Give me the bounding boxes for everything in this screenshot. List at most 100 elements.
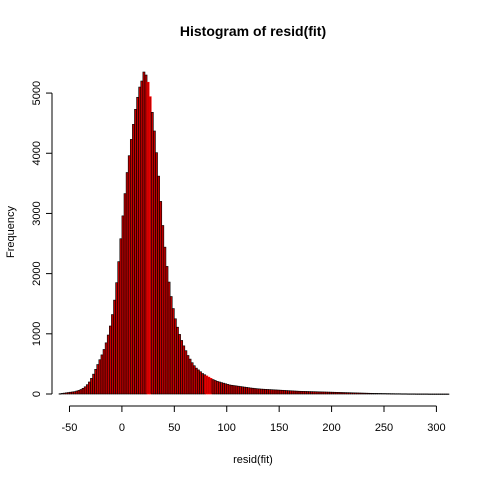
histogram-bar: [85, 384, 89, 395]
histogram-bar: [364, 392, 368, 395]
y-tick-label: 4000: [31, 141, 43, 165]
histogram-bar: [402, 393, 406, 395]
histogram-bar: [318, 391, 322, 395]
histogram-bar: [304, 391, 307, 395]
histogram-bar: [236, 385, 240, 395]
histogram-bar: [373, 393, 376, 395]
histogram-bar: [222, 382, 225, 395]
histogram-bar: [293, 390, 297, 395]
histogram-bar: [184, 350, 188, 395]
histogram-bar: [442, 393, 446, 395]
histogram-bar: [117, 261, 121, 395]
histogram-bar: [161, 225, 165, 395]
histogram-bar: [245, 387, 249, 395]
histogram-bar: [94, 369, 98, 395]
histogram-bar: [431, 393, 435, 395]
histogram-bar: [341, 392, 345, 395]
histogram-bar: [132, 124, 135, 395]
histogram-bar: [167, 281, 171, 395]
histogram-bar: [134, 109, 137, 395]
histogram-bar: [60, 393, 64, 395]
histogram-bar: [423, 393, 427, 395]
histogram-bar: [88, 381, 91, 395]
histogram-bar: [322, 391, 326, 395]
histogram-bar: [335, 392, 339, 395]
x-axis-label: resid(fit): [233, 454, 273, 466]
x-tick-label: 200: [322, 422, 340, 434]
histogram-bar: [255, 388, 259, 395]
histogram-bar: [312, 391, 316, 395]
histogram-bar: [421, 393, 425, 395]
histogram-bar: [348, 392, 351, 395]
x-tick-label: 250: [375, 422, 393, 434]
histogram-bar: [415, 393, 418, 395]
histogram-bar: [138, 86, 142, 395]
histogram-bar: [171, 308, 175, 395]
histogram-bar: [385, 393, 389, 395]
histogram-bar: [337, 392, 341, 395]
histogram-bar: [289, 390, 293, 395]
histogram-bar: [253, 388, 257, 395]
histogram-bar: [159, 201, 163, 395]
histogram-bar: [410, 393, 414, 395]
histogram-bar: [71, 391, 74, 395]
histogram-bar: [203, 374, 207, 395]
histogram-bar: [251, 387, 255, 395]
histogram-bar: [329, 391, 332, 395]
histogram-bar: [366, 392, 370, 395]
histogram-bar: [272, 389, 276, 395]
histogram-bar: [150, 112, 154, 395]
histogram-bar: [352, 392, 355, 395]
histogram-bar: [129, 139, 133, 395]
histogram-bar: [127, 155, 131, 395]
histogram-bar: [199, 371, 202, 395]
histogram-bar: [69, 391, 72, 395]
histogram-bar: [182, 345, 186, 395]
histogram-bar: [268, 389, 272, 395]
histogram-bar: [96, 364, 100, 395]
histogram-bar: [102, 349, 106, 395]
histogram-bar: [79, 389, 83, 395]
histogram-bar: [276, 389, 280, 395]
histogram-bar: [404, 393, 408, 395]
histogram-bar: [163, 246, 167, 395]
histogram-bar: [201, 373, 204, 395]
histogram-bar: [287, 390, 290, 395]
histogram-bar: [140, 80, 144, 395]
x-tick-label: -50: [62, 422, 78, 434]
histogram-bar: [285, 390, 288, 395]
histogram-bar: [291, 390, 295, 395]
histogram-bar: [283, 390, 286, 395]
histogram-bar: [169, 296, 173, 395]
chart-title: Histogram of resid(fit): [180, 23, 326, 39]
histogram-bar: [356, 392, 360, 395]
histogram-bar: [444, 393, 448, 395]
histogram-bar: [119, 238, 123, 395]
histogram-bar: [331, 391, 334, 395]
histogram-bar: [259, 388, 263, 395]
histogram-bar: [123, 193, 127, 395]
histogram-bar: [104, 342, 108, 395]
histogram-bar: [264, 389, 267, 395]
histogram-bar: [228, 384, 232, 395]
histogram-bar: [213, 380, 217, 395]
histogram-bar: [234, 385, 238, 395]
histogram-bar: [383, 393, 387, 395]
y-tick-label: 3000: [31, 201, 43, 225]
histogram-bar: [113, 299, 116, 395]
x-tick-label: 300: [427, 422, 445, 434]
histogram-bar: [155, 152, 158, 395]
histogram-bar: [197, 369, 200, 395]
histogram-bar: [249, 387, 253, 395]
histogram-bar: [224, 383, 228, 395]
histogram-bar: [83, 386, 87, 395]
histogram-bar: [297, 390, 301, 395]
histogram-bars: [58, 71, 450, 395]
histogram-bar: [144, 74, 148, 395]
histogram-bar: [64, 392, 68, 395]
histogram-bar: [371, 393, 374, 395]
histogram-bar: [100, 354, 104, 395]
x-tick-label: 150: [270, 422, 288, 434]
histogram-bar: [320, 391, 324, 395]
